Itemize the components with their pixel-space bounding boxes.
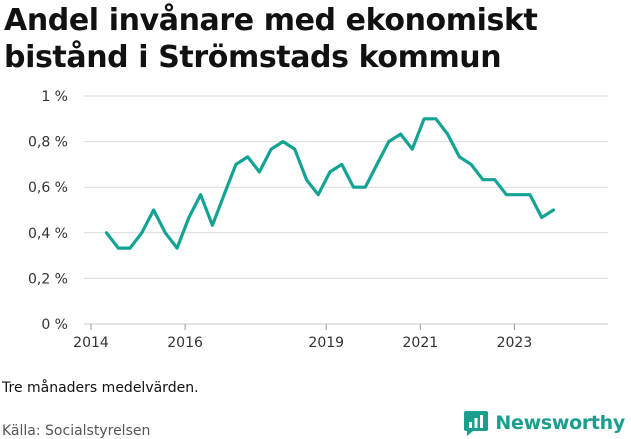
data-point <box>516 193 520 196</box>
y-tick-label: 0,4 % <box>28 226 68 242</box>
data-point <box>199 193 202 196</box>
data-point <box>364 186 367 189</box>
data-point <box>387 140 391 143</box>
data-point <box>269 147 273 151</box>
data-point <box>469 163 473 166</box>
data-point <box>399 132 402 136</box>
data-point <box>128 246 132 250</box>
data-point <box>293 147 296 151</box>
data-point <box>540 216 543 219</box>
data-point <box>552 208 555 212</box>
data-series <box>104 117 556 250</box>
x-axis: 2014 2016 2019 2021 2023 <box>73 324 532 351</box>
gridlines <box>84 95 608 325</box>
data-point <box>375 163 379 166</box>
data-point <box>246 155 249 159</box>
series-line <box>104 117 556 250</box>
data-point <box>317 193 320 196</box>
data-point <box>281 140 285 143</box>
data-point <box>175 246 179 250</box>
data-point <box>305 178 308 181</box>
data-point <box>328 170 332 174</box>
data-point <box>222 193 226 196</box>
data-point <box>152 208 155 212</box>
data-point <box>234 163 238 166</box>
brand-name: Newsworthy <box>495 412 625 434</box>
data-point <box>458 155 461 159</box>
data-point <box>140 231 144 234</box>
data-point <box>164 231 167 234</box>
brand-logo: Newsworthy <box>463 409 625 437</box>
y-tick-label: 0 % <box>41 317 68 333</box>
data-point <box>117 246 120 250</box>
x-tick-label: 2021 <box>403 335 439 351</box>
data-point <box>422 117 426 120</box>
newsworthy-logo-icon <box>464 411 489 436</box>
data-point <box>105 231 108 234</box>
data-point <box>481 178 485 181</box>
y-tick-label: 1 % <box>41 89 68 105</box>
x-tick-label: 2016 <box>167 335 203 351</box>
source-credit: Källa: Socialstyrelsen <box>2 423 151 439</box>
data-point <box>258 170 261 174</box>
data-point <box>187 216 191 219</box>
line-chart: 0 %0,2 %0,4 %0,6 %0,8 %1 % 2014 2016 2019 2… <box>28 89 608 351</box>
y-tick-label: 0,8 % <box>28 135 68 151</box>
data-point <box>493 178 496 181</box>
data-point <box>411 147 414 151</box>
data-point <box>340 163 343 166</box>
x-tick-label: 2023 <box>497 335 533 351</box>
y-axis-ticks: 0 % 0,2 % 0,4 % 0,6 % 0,8 % 1 % <box>28 89 68 333</box>
data-point <box>446 132 449 136</box>
data-point <box>211 224 214 227</box>
y-tick-label: 0,2 % <box>28 271 68 287</box>
data-point <box>505 193 508 196</box>
data-point <box>434 117 438 120</box>
chart-title: Andel invånare med ekonomiskt bistånd i … <box>4 3 538 75</box>
data-point <box>352 186 355 189</box>
x-tick-label: 2014 <box>73 335 109 351</box>
chart-note: Tre månaders medelvärden. <box>2 380 199 396</box>
data-point <box>528 193 532 196</box>
y-tick-label: 0,6 % <box>28 180 68 196</box>
x-tick-label: 2019 <box>308 335 344 351</box>
